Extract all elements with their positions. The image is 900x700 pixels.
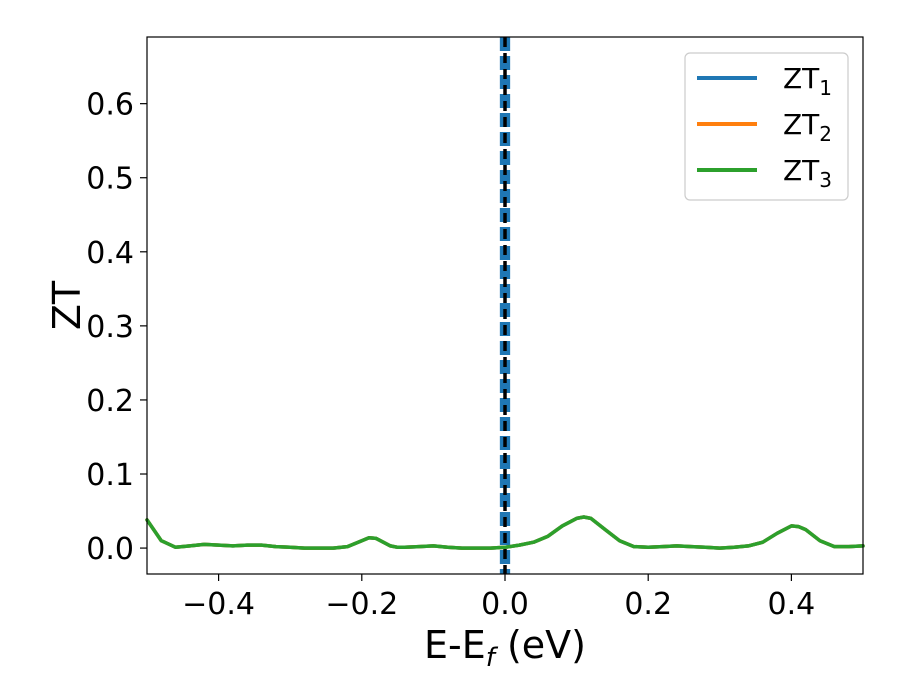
legend-entry-base: ZT — [783, 108, 820, 141]
legend-entry-sub: 3 — [819, 168, 832, 192]
series-line-3 — [145, 515, 865, 550]
legend-box — [684, 52, 849, 201]
y-tick-label: 0.4 — [86, 236, 134, 271]
y-tick-label: 0.1 — [86, 458, 134, 493]
series-lines — [145, 515, 865, 550]
x-axis-label: E-Ef (eV) — [424, 623, 586, 673]
legend-entry-base: ZT — [783, 62, 820, 95]
legend-entry-sub: 1 — [819, 76, 832, 100]
y-axis: 0.0 0.1 0.2 0.3 0.4 0.5 0.6 — [86, 88, 147, 567]
legend-entry-base: ZT — [783, 154, 820, 187]
x-tick-label: 0.2 — [624, 587, 672, 622]
legend-entry-2: ZT2 — [783, 108, 832, 146]
y-axis-label: ZT — [45, 280, 89, 330]
y-tick-label: 0.2 — [86, 384, 134, 419]
y-tick-label: 0.6 — [86, 88, 134, 123]
y-tick-label: 0.0 — [86, 532, 134, 567]
legend-entry-3: ZT3 — [783, 154, 832, 192]
x-tick-label: −0.2 — [325, 587, 398, 622]
x-tick-label: 0.0 — [481, 587, 529, 622]
x-axis-label-base: E-E — [424, 623, 486, 667]
vertical-lines — [499, 37, 511, 574]
y-tick-label: 0.3 — [86, 310, 134, 345]
legend-entry-1: ZT1 — [783, 62, 832, 100]
legend-entry-sub: 2 — [819, 122, 832, 146]
x-tick-label: −0.4 — [182, 587, 255, 622]
x-tick-label: 0.4 — [768, 587, 816, 622]
x-axis-label-suffix: (eV) — [495, 623, 586, 667]
x-axis: −0.4 −0.2 0.0 0.2 0.4 — [182, 574, 815, 622]
y-tick-label: 0.5 — [86, 162, 134, 197]
